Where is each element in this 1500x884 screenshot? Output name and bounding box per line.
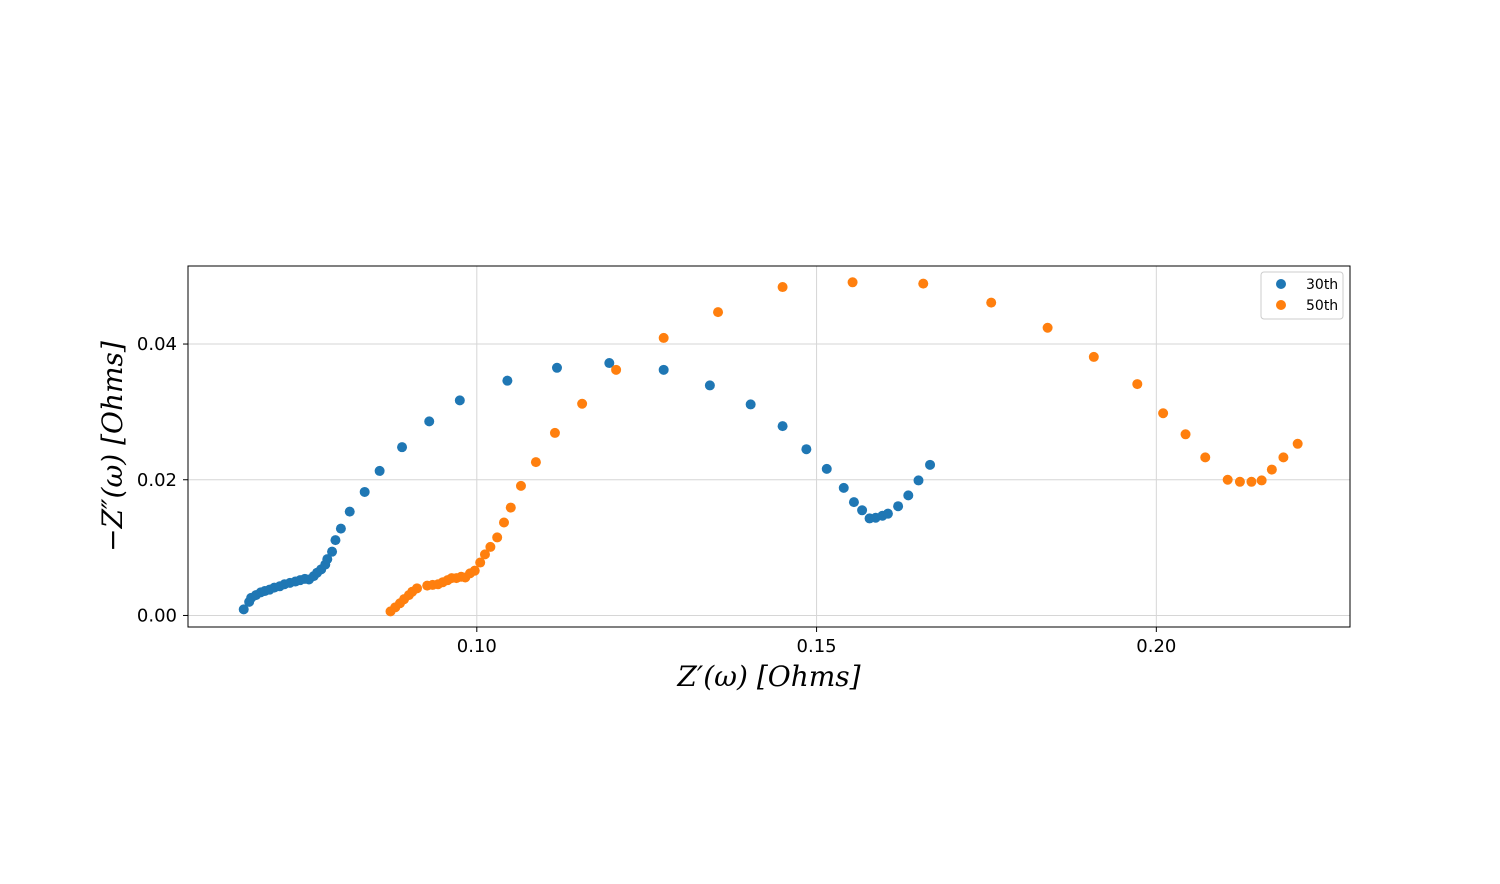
data-point-30th <box>893 501 904 512</box>
data-point-50th <box>1246 476 1257 487</box>
data-point-30th <box>745 399 756 410</box>
legend-label-30th: 30th <box>1306 277 1338 293</box>
data-point-50th <box>479 549 490 560</box>
series-50th <box>385 277 1303 617</box>
data-point-50th <box>577 398 588 409</box>
data-point-50th <box>986 297 997 308</box>
data-point-30th <box>658 364 669 375</box>
data-points <box>238 277 1303 617</box>
x-tick-label: 0.20 <box>1136 636 1176 657</box>
data-point-50th <box>713 307 724 318</box>
y-axis-label: −Z″(ω) [Ohms] <box>96 341 129 552</box>
data-point-30th <box>454 395 465 406</box>
y-axis-ticks: 0.00 0.02 0.04 <box>137 334 188 626</box>
data-point-50th <box>847 277 858 288</box>
data-point-50th <box>1266 464 1277 475</box>
data-point-50th <box>1256 475 1267 486</box>
data-point-30th <box>502 375 513 386</box>
data-point-30th <box>913 475 924 486</box>
data-point-30th <box>322 554 333 565</box>
x-axis-label: Z′(ω) [Ohms] <box>676 660 860 693</box>
data-point-30th <box>903 490 914 501</box>
data-point-30th <box>801 444 812 455</box>
data-point-30th <box>857 505 868 516</box>
data-point-30th <box>374 465 385 476</box>
data-point-30th <box>604 358 615 369</box>
x-axis-ticks: 0.10 0.15 0.20 <box>457 627 1176 657</box>
data-point-50th <box>475 557 486 568</box>
data-point-50th <box>515 480 526 491</box>
data-point-30th <box>882 508 893 519</box>
data-point-50th <box>1278 452 1289 463</box>
data-point-50th <box>1180 429 1191 440</box>
data-point-30th <box>335 523 346 534</box>
data-point-50th <box>1222 474 1233 485</box>
data-point-50th <box>549 427 560 438</box>
legend-marker-30th <box>1276 279 1286 289</box>
data-point-30th <box>704 380 715 391</box>
data-point-50th <box>1292 438 1303 449</box>
data-point-50th <box>918 278 929 289</box>
data-point-30th <box>838 482 849 493</box>
data-point-50th <box>658 332 669 343</box>
data-point-30th <box>925 459 936 470</box>
data-point-50th <box>1088 351 1099 362</box>
data-point-50th <box>1200 452 1211 463</box>
data-point-50th <box>1158 408 1169 419</box>
data-point-50th <box>498 517 509 528</box>
y-tick-label: 0.00 <box>137 605 177 626</box>
data-point-50th <box>1132 379 1143 390</box>
series-30th <box>238 358 936 615</box>
data-point-30th <box>821 463 832 474</box>
plot-area-frame <box>187 265 1351 628</box>
data-point-50th <box>1042 322 1053 333</box>
data-point-30th <box>777 421 788 432</box>
legend-label-50th: 50th <box>1306 298 1338 314</box>
legend-marker-50th <box>1276 300 1286 310</box>
data-point-50th <box>485 541 496 552</box>
data-point-50th <box>611 364 622 375</box>
y-tick-label: 0.04 <box>137 334 177 355</box>
data-point-30th <box>424 416 435 427</box>
data-point-30th <box>344 506 355 517</box>
data-point-50th <box>505 502 516 513</box>
data-point-30th <box>330 535 341 546</box>
legend: 30th 50th <box>1260 271 1344 320</box>
data-point-50th <box>777 282 788 293</box>
data-point-30th <box>359 486 370 497</box>
gridlines <box>188 266 1350 627</box>
data-point-30th <box>397 442 408 453</box>
data-point-30th <box>551 362 562 373</box>
data-point-30th <box>327 546 338 557</box>
data-point-50th <box>1234 476 1245 487</box>
y-tick-label: 0.02 <box>137 470 177 491</box>
x-tick-label: 0.15 <box>797 636 837 657</box>
data-point-50th <box>530 457 541 468</box>
data-point-30th <box>238 604 249 615</box>
data-point-30th <box>848 497 859 508</box>
data-point-50th <box>412 583 423 594</box>
x-tick-label: 0.10 <box>457 636 497 657</box>
data-point-50th <box>469 565 480 576</box>
data-point-50th <box>492 532 503 543</box>
